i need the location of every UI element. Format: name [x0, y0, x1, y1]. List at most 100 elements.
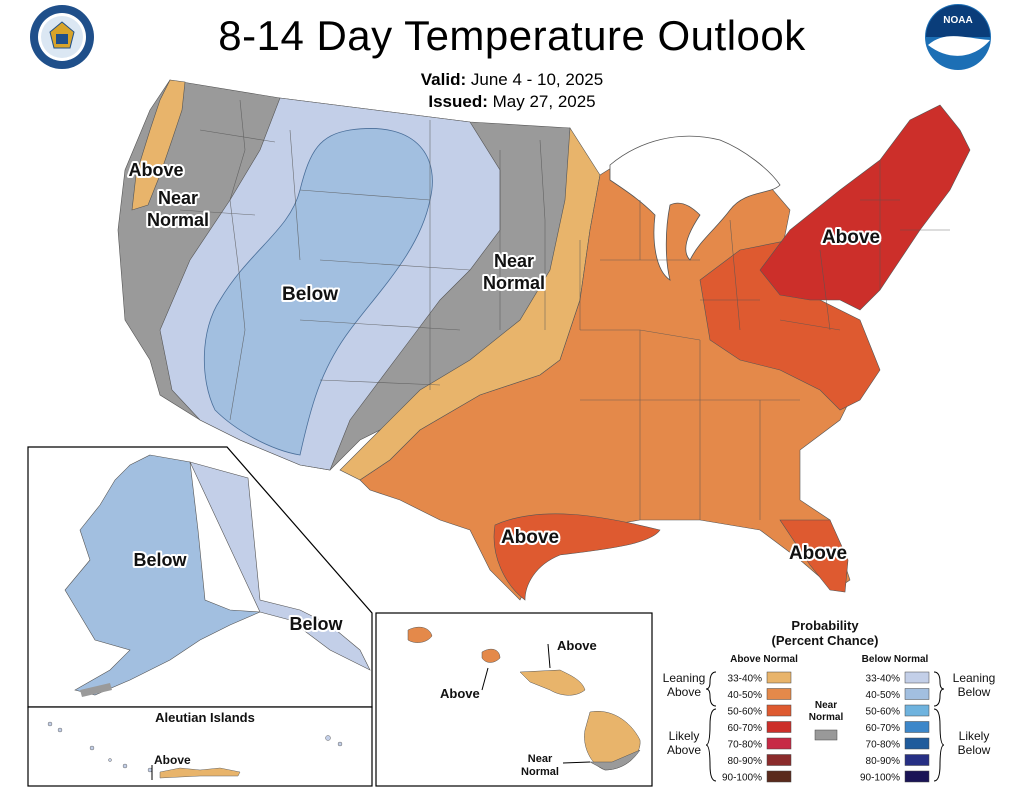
northeast-above-region: [759, 104, 971, 311]
hawaii-kauai: [407, 626, 433, 643]
legend-leaning-below-1: Leaning: [953, 671, 996, 685]
label-west-above: Above: [128, 160, 183, 180]
alaska-below-region: [64, 454, 261, 696]
label-plains-near-2: Normal: [483, 273, 545, 293]
legend-above-swatch-0: [766, 671, 792, 684]
legend-below-label-3: 60-70%: [866, 723, 901, 734]
label-hawaii-above-1: Above: [557, 638, 597, 653]
legend-likely-below-1: Likely: [959, 729, 990, 743]
hawaii-pointer-2: [481, 667, 489, 691]
valid-dates: Valid: June 4 - 10, 2025: [0, 70, 1024, 90]
legend-below-label-5: 80-90%: [866, 756, 901, 767]
legend-below-swatch-0: [904, 671, 930, 684]
legend-below-swatch-3: [904, 721, 930, 733]
legend-above-header: Above Normal: [730, 654, 798, 665]
label-alaska-below-2: Below: [289, 614, 343, 634]
legend-likely-below-2: Below: [958, 743, 991, 757]
nw-coast-above-region: [131, 79, 186, 211]
aleutian-islands: [47, 721, 343, 773]
legend-below-swatch-4: [904, 737, 930, 750]
label-hawaii-near-1: Near: [528, 753, 553, 765]
legend-bracket-likely-below: [933, 708, 945, 782]
alaska-leaning-below-region: [189, 461, 371, 671]
legend-leaning-above-2: Above: [667, 685, 701, 699]
legend-above-label-4: 70-80%: [728, 740, 763, 751]
legend-likely-above-1: Likely: [669, 729, 700, 743]
state-borders: [179, 99, 950, 520]
legend-bracket-leaning-above: [705, 671, 717, 707]
legend-likely-above-2: Above: [667, 743, 701, 757]
florida-above-region: [779, 519, 849, 593]
legend-below-bins: 33-40% 40-50% 50-60% 60-70% 70-80% 80-90% 90-1…: [860, 671, 930, 784]
legend-near-1: Near: [815, 700, 837, 711]
hawaii-maui-nui: [519, 669, 586, 696]
label-hawaii-near-2: Normal: [521, 766, 559, 778]
aleutian-title: Aleutian Islands: [155, 710, 255, 725]
legend-below-swatch-5: [904, 754, 930, 766]
legend-below-label-6: 90-100%: [860, 773, 900, 784]
legend-bracket-likely-above: [705, 708, 717, 782]
legend-above-swatch-3: [766, 721, 792, 733]
aleutian-inset: Aleutian Islands Above: [27, 706, 373, 787]
label-hawaii-above-2: Above: [440, 686, 480, 701]
legend-title-1: Probability: [791, 618, 859, 633]
doc-seal-logo: [30, 5, 94, 69]
label-west-near-1: Near: [158, 188, 198, 208]
legend-below-label-0: 33-40%: [866, 674, 901, 685]
legend: Probability (Percent Chance) Above Norma…: [663, 618, 996, 784]
label-texas-above: Above: [501, 527, 559, 548]
legend-near-2: Normal: [809, 712, 844, 723]
legend-below-header: Below Normal: [862, 654, 929, 665]
alaska-near-region: [80, 683, 112, 697]
great-lakes: [609, 135, 781, 281]
texas-above-region: [493, 513, 661, 601]
legend-leaning-below-2: Below: [958, 685, 991, 699]
legend-below-label-1: 40-50%: [866, 690, 901, 701]
legend-above-bins: 33-40% 40-50% 50-60% 60-70% 70-80% 80-90% 90-1…: [722, 671, 792, 784]
legend-above-label-6: 90-100%: [722, 773, 762, 784]
legend-above-swatch-2: [766, 704, 792, 717]
legend-title-2: (Percent Chance): [772, 633, 879, 648]
hawaii-pointer-3: [562, 761, 591, 764]
issued-date: Issued: May 27, 2025: [0, 92, 1024, 112]
legend-above-swatch-4: [766, 737, 792, 750]
legend-below-swatch-6: [904, 770, 930, 783]
label-plains-near-1: Near: [494, 251, 534, 271]
legend-above-label-3: 60-70%: [728, 723, 763, 734]
issued-label: Issued:: [428, 92, 488, 111]
legend-above-label-5: 80-90%: [728, 756, 763, 767]
legend-above-swatch-5: [766, 754, 792, 766]
label-alaska-below-1: Below: [133, 550, 187, 570]
label-west-near-2: Normal: [147, 210, 209, 230]
aleutian-above-islands: [159, 767, 241, 779]
hawaii-pointer-1: [547, 643, 551, 669]
valid-value: June 4 - 10, 2025: [470, 70, 604, 89]
noaa-logo-text: NOAA: [943, 15, 972, 26]
legend-above-swatch-1: [766, 688, 792, 700]
legend-above-label-1: 40-50%: [728, 690, 763, 701]
noaa-logo: NOAA: [925, 4, 991, 70]
valid-label: Valid:: [420, 70, 467, 89]
legend-above-swatch-6: [766, 770, 792, 783]
label-west-below: Below: [282, 284, 338, 305]
label-aleutian-above: Above: [154, 753, 191, 767]
legend-bracket-leaning-below: [933, 671, 945, 707]
label-florida-above: Above: [789, 543, 847, 564]
legend-below-swatch-2: [904, 704, 930, 717]
legend-above-label-2: 50-60%: [728, 707, 763, 718]
legend-leaning-above-1: Leaning: [663, 671, 706, 685]
hawaii-inset: Above Above Near Normal: [375, 612, 653, 787]
legend-near-swatch: [814, 729, 838, 741]
legend-below-label-4: 70-80%: [866, 740, 901, 751]
page-title: 8-14 Day Temperature Outlook: [218, 12, 806, 59]
hawaii-near-normal: [589, 749, 641, 771]
legend-above-label-0: 33-40%: [728, 674, 763, 685]
issued-value: May 27, 2025: [492, 92, 596, 111]
legend-below-label-2: 50-60%: [866, 707, 901, 718]
label-northeast-above: Above: [822, 227, 880, 248]
alaska-inset: Below Below: [27, 446, 373, 708]
hawaii-oahu: [481, 648, 501, 663]
legend-below-swatch-1: [904, 688, 930, 700]
